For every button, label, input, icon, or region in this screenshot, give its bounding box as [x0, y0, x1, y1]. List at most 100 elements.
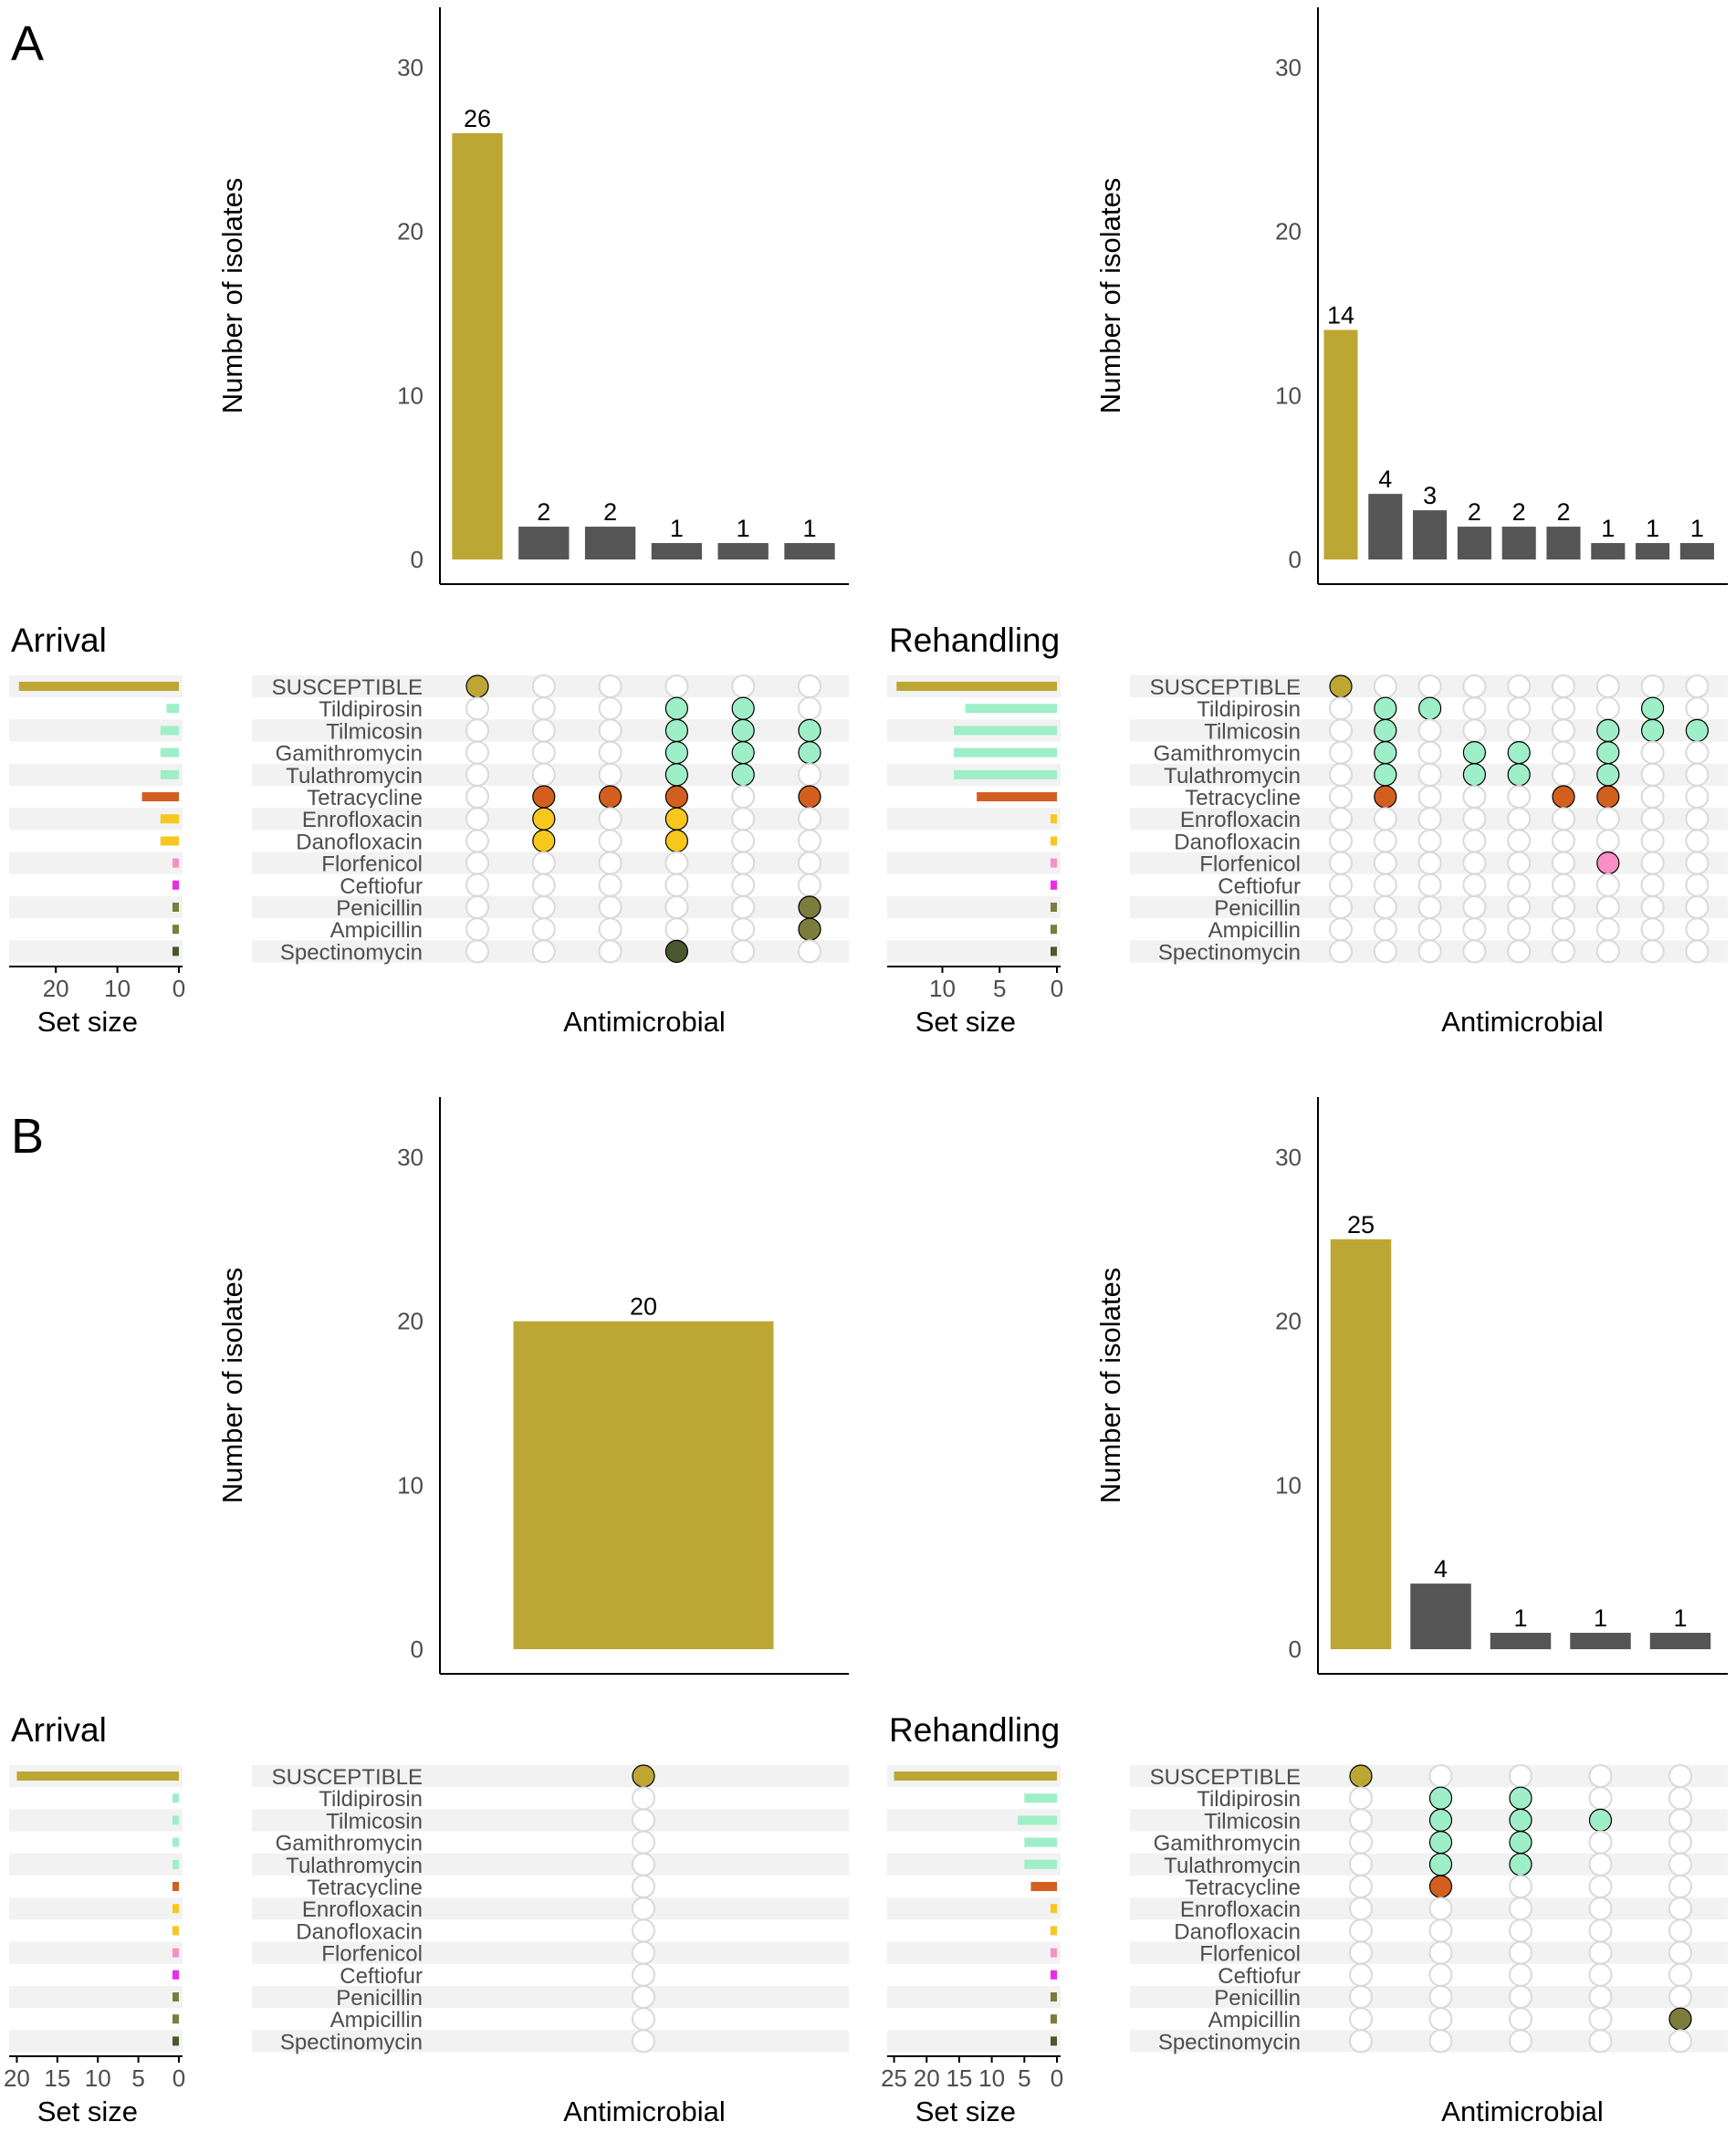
matrix-dot-filled — [1374, 763, 1397, 787]
intersection-bar — [1490, 1633, 1552, 1649]
intersection-bar — [784, 543, 835, 559]
set-size-bar — [1051, 925, 1057, 935]
antimicrobial-label: Ampicillin — [1208, 918, 1301, 943]
set-size-bar — [160, 747, 179, 758]
matrix-dot-empty — [1349, 1852, 1373, 1876]
matrix-dot-empty — [1552, 762, 1575, 787]
matrix-dot-empty — [731, 785, 756, 809]
bar-tick-label: 0 — [1289, 1636, 1302, 1663]
set-size-bar — [173, 1815, 179, 1825]
matrix-dot-empty — [598, 740, 622, 765]
matrix-dot-empty — [598, 674, 622, 698]
set-size-bar — [173, 925, 179, 935]
bar-axis-title: Number of isolates — [216, 1268, 248, 1503]
intersection-count-label: 1 — [737, 515, 750, 542]
matrix-dot-empty — [1509, 1940, 1532, 1965]
antimicrobial-label: Florfenicol — [1199, 1942, 1301, 1967]
set-size-bar — [1051, 1904, 1057, 1914]
matrix-dot-empty — [1428, 2029, 1453, 2054]
matrix-dot-empty — [1685, 939, 1710, 964]
matrix-dot-empty — [632, 1897, 655, 1921]
matrix-dot-empty — [1588, 1786, 1613, 1811]
matrix-dot-empty — [1588, 1985, 1613, 2009]
matrix-axis-title: Antimicrobial — [563, 2095, 725, 2127]
matrix-dot-empty — [1668, 1786, 1692, 1811]
matrix-axis-title: Antimicrobial — [563, 1006, 725, 1038]
antimicrobial-label: Spectinomycin — [1158, 2030, 1301, 2054]
intersection-count-label: 1 — [1646, 515, 1659, 542]
matrix-dot-empty — [664, 917, 689, 942]
intersection-bar — [1410, 1583, 1471, 1649]
antimicrobial-label: Tilmicosin — [326, 719, 423, 744]
matrix-dot-empty — [465, 917, 489, 942]
matrix-dot-empty — [1668, 1962, 1692, 1987]
matrix-dot-filled — [1552, 785, 1575, 809]
set-size-bar — [1030, 1882, 1057, 1891]
matrix-dot-filled — [664, 807, 689, 831]
matrix-dot-empty — [1640, 829, 1665, 853]
matrix-dot-filled — [1596, 763, 1620, 787]
bar-tick-label: 0 — [411, 546, 424, 573]
matrix-dot-empty — [1349, 2029, 1373, 2054]
matrix-dot-filled — [798, 917, 821, 941]
matrix-dot-empty — [598, 718, 622, 743]
set-size-tick-label: 10 — [978, 2064, 1005, 2092]
matrix-dot-filled — [1417, 696, 1442, 720]
matrix-dot-filled — [664, 785, 689, 809]
matrix-dot-empty — [531, 696, 556, 721]
set-size-axis-title: Set size — [37, 1006, 138, 1038]
bar-tick-label: 20 — [397, 1308, 424, 1335]
matrix-dot-empty — [1668, 1808, 1692, 1833]
matrix-dot-empty — [1668, 1830, 1692, 1855]
matrix-dot-empty — [531, 851, 556, 875]
set-size-bar — [896, 682, 1057, 691]
matrix-dot-empty — [1640, 762, 1665, 787]
matrix-dot-empty — [1417, 873, 1442, 897]
matrix-dot-empty — [1417, 917, 1442, 942]
matrix-dot-empty — [465, 895, 489, 919]
set-size-bar — [18, 682, 180, 691]
matrix-dot-filled — [1588, 1808, 1613, 1833]
antimicrobial-label: Tilmicosin — [1204, 719, 1301, 744]
matrix-dot-empty — [1417, 674, 1442, 698]
matrix-dot-empty — [1640, 807, 1665, 831]
antimicrobial-label: Penicillin — [336, 896, 423, 921]
matrix-dot-empty — [1329, 740, 1353, 765]
set-size-bar — [894, 1771, 1057, 1781]
matrix-dot-filled — [1596, 785, 1620, 809]
matrix-dot-filled — [731, 718, 755, 743]
group-title: Arrival — [11, 1711, 107, 1749]
set-size-bar — [1051, 946, 1057, 956]
matrix-dot-empty — [598, 939, 622, 964]
matrix-dot-empty — [465, 785, 489, 809]
matrix-dot-empty — [1588, 1962, 1613, 1987]
set-size-bar — [173, 1837, 179, 1847]
set-size-bar — [1051, 1926, 1057, 1936]
matrix-dot-empty — [1462, 696, 1487, 721]
matrix-dot-empty — [1552, 740, 1575, 765]
matrix-dot-empty — [1349, 1897, 1373, 1921]
matrix-dot-empty — [798, 873, 821, 897]
antimicrobial-label: Ampicillin — [330, 918, 423, 943]
antimicrobial-label: Ampicillin — [330, 2008, 423, 2033]
matrix-dot-filled — [1509, 1786, 1532, 1810]
bar-tick-label: 20 — [397, 218, 424, 246]
antimicrobial-label: Tilmicosin — [326, 1809, 423, 1834]
set-size-tick-label: 5 — [1018, 2064, 1030, 2092]
upset-panel-b-arrival: 0 10 20 30 Number of isolates 20 Arrival SUSCEP… — [4, 1097, 849, 2127]
matrix-dot-empty — [632, 1830, 655, 1855]
antimicrobial-label: Tildipirosin — [319, 697, 423, 722]
set-size-bar — [173, 2036, 179, 2046]
matrix-dot-empty — [465, 873, 489, 897]
intersection-count-label: 2 — [1512, 498, 1526, 526]
set-size-bar — [141, 792, 179, 801]
bar-tick-label: 10 — [397, 381, 424, 409]
set-size-bar — [1051, 903, 1057, 912]
matrix-dot-filled — [664, 763, 689, 787]
matrix-dot-empty — [1417, 851, 1442, 875]
matrix-dot-filled — [664, 740, 689, 765]
matrix-dot-empty — [664, 895, 689, 919]
set-size-row-band — [9, 808, 183, 831]
set-size-bar — [1024, 1859, 1057, 1869]
set-size-tick-label: 0 — [1051, 2064, 1063, 2092]
